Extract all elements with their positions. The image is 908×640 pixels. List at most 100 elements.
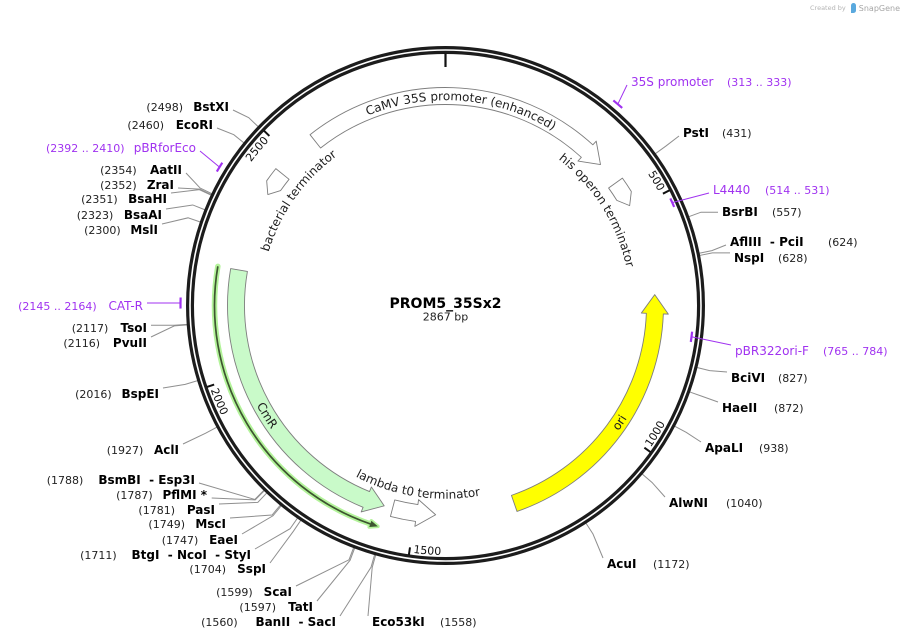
enzyme-site-alwni: AlwNI (1040) [669,496,763,510]
enzyme-site-sspi: (1704) SspI [189,562,266,576]
enzyme-leader-line [316,547,356,602]
enzyme-leader-line [177,187,212,196]
feature-label-bacterial-terminator: bacterial terminator [258,147,339,253]
enzyme-leader-line [241,505,282,535]
enzyme-leader-line [151,323,188,326]
enzyme-name: AclI [154,443,179,457]
enzyme-position: (1927) [107,444,144,457]
enzyme-site-acui: AcuI (1172) [607,557,690,571]
enzyme-leader-line [170,189,212,196]
enzyme-leader-line [150,324,188,338]
primer-name: 35S promoter [631,75,713,89]
enzyme-name: Eco53kI [372,615,425,629]
feature-arrow-bacterial-terminator [266,168,290,195]
enzyme-position: (431) [722,127,752,140]
enzyme-position: (628) [778,252,808,265]
enzyme-site-zrai: (2352) ZraI [100,178,174,192]
enzyme-name: PstI [683,126,709,140]
enzyme-leader-line [232,109,259,128]
enzyme-leader-lines [150,109,730,617]
feature-arrow-ori [510,294,669,512]
enzyme-site-bsaai: (2323) BsaAI [77,208,162,222]
enzyme-leader-line [655,135,680,155]
primer-leader-line [199,150,220,168]
enzyme-name: EcoRI [176,118,213,132]
enzyme-name: ZraI [147,178,174,192]
primer-binding-mark [669,197,676,208]
enzyme-site-bstxi: (2498) BstXI [146,100,229,114]
enzyme-leader-line [211,490,265,501]
feature-label-text: his operon terminator [556,150,637,268]
enzyme-position: (2498) [146,101,183,114]
enzyme-site-tati: (1597) TatI [239,600,313,614]
enzyme-site-scai: (1599) ScaI [216,585,292,599]
enzyme-position: (2300) [84,224,121,237]
snapgene-credit: Created by SnapGene [810,2,900,14]
enzyme-position: (938) [759,442,789,455]
enzyme-position: (2116) [63,337,100,350]
enzyme-site-labels: PstI (431) BsrBI (557) AflIII - PciI (624) Nsp… [47,100,858,629]
orf-arrowhead-icon [369,520,378,528]
primer-leader-line [617,84,628,105]
primer-range: (313 .. 333) [727,76,792,89]
enzyme-leader-line [254,517,298,550]
enzyme-name: BstXI [193,100,229,114]
enzyme-position: (2460) [127,119,164,132]
enzyme-name: AflIII - PciI [730,235,804,249]
enzyme-leader-line [269,520,302,564]
enzyme-position: (872) [774,402,804,415]
primer-pbrforeco: (2392 .. 2410) pBRforEco [46,141,224,173]
enzyme-site-btgi-ncoi-styi: (1711) BtgI - NcoI - StyI [80,548,251,562]
enzyme-site-msci: (1749) MscI [148,517,226,531]
enzyme-name: BsrBI [722,205,758,219]
enzyme-name: BciVI [731,371,765,385]
feature-label-text: bacterial terminator [258,147,339,253]
enzyme-name: EaeI [209,533,238,547]
enzyme-name: BanII - SacI [255,615,336,629]
enzyme-leader-line [229,504,281,519]
enzyme-leader-line [688,211,718,218]
tick-label: 1500 [413,543,442,558]
enzyme-site-psti: PstI (431) [683,126,752,140]
enzyme-site-bcivi: BciVI (827) [731,371,808,385]
primer-name: pBR322ori-F [735,344,809,358]
enzyme-site-ecori: (2460) EcoRI [127,118,213,132]
enzyme-leader-line [585,522,604,559]
tick-mark [662,189,671,195]
enzyme-position: (1704) [189,563,226,576]
enzyme-position: (2352) [100,179,137,192]
enzyme-name: MslI [130,223,158,237]
orf-line [213,266,371,525]
enzyme-site-msli: (2300) MslI [84,223,158,237]
enzyme-site-pvuii: (2116) PvuII [63,336,147,350]
primer-range: (765 .. 784) [823,345,888,358]
enzyme-leader-line [162,380,198,389]
feature-arrow-lambda-t0-terminator [389,499,437,527]
primer-name: L4440 [713,183,750,197]
primer-leader-line [672,192,710,204]
enzyme-position: (1172) [653,558,690,571]
enzyme-leader-line [367,554,377,617]
enzyme-site-bspei: (2016) BspEI [75,387,159,401]
tick-mark [206,383,215,388]
enzyme-position: (1747) [162,534,199,547]
enzyme-position: (1597) [239,601,276,614]
enzyme-name: BsaHI [128,192,167,206]
enzyme-name: BtgI - NcoI - StyI [132,548,252,562]
tick-mark [263,129,271,137]
primer-leader-line [691,336,732,346]
enzyme-name: BsmBI - Esp3I [98,473,195,487]
backbone-ring-gap [189,49,702,562]
snapgene-logo-icon [850,3,856,13]
enzyme-position: (1749) [148,518,185,531]
enzyme-position: (2117) [72,322,109,335]
enzyme-name: PvuII [113,336,147,350]
enzyme-position: (1711) [80,549,117,562]
primer-binding-mark [612,99,623,109]
enzyme-name: PasI [187,503,215,517]
enzyme-site-eco53ki: Eco53kI (1558) [372,615,477,629]
tick-label-text: 1500 [413,543,442,558]
enzyme-name: ApaLI [705,441,743,455]
enzyme-site-bsahi: (2351) BsaHI [81,192,167,206]
